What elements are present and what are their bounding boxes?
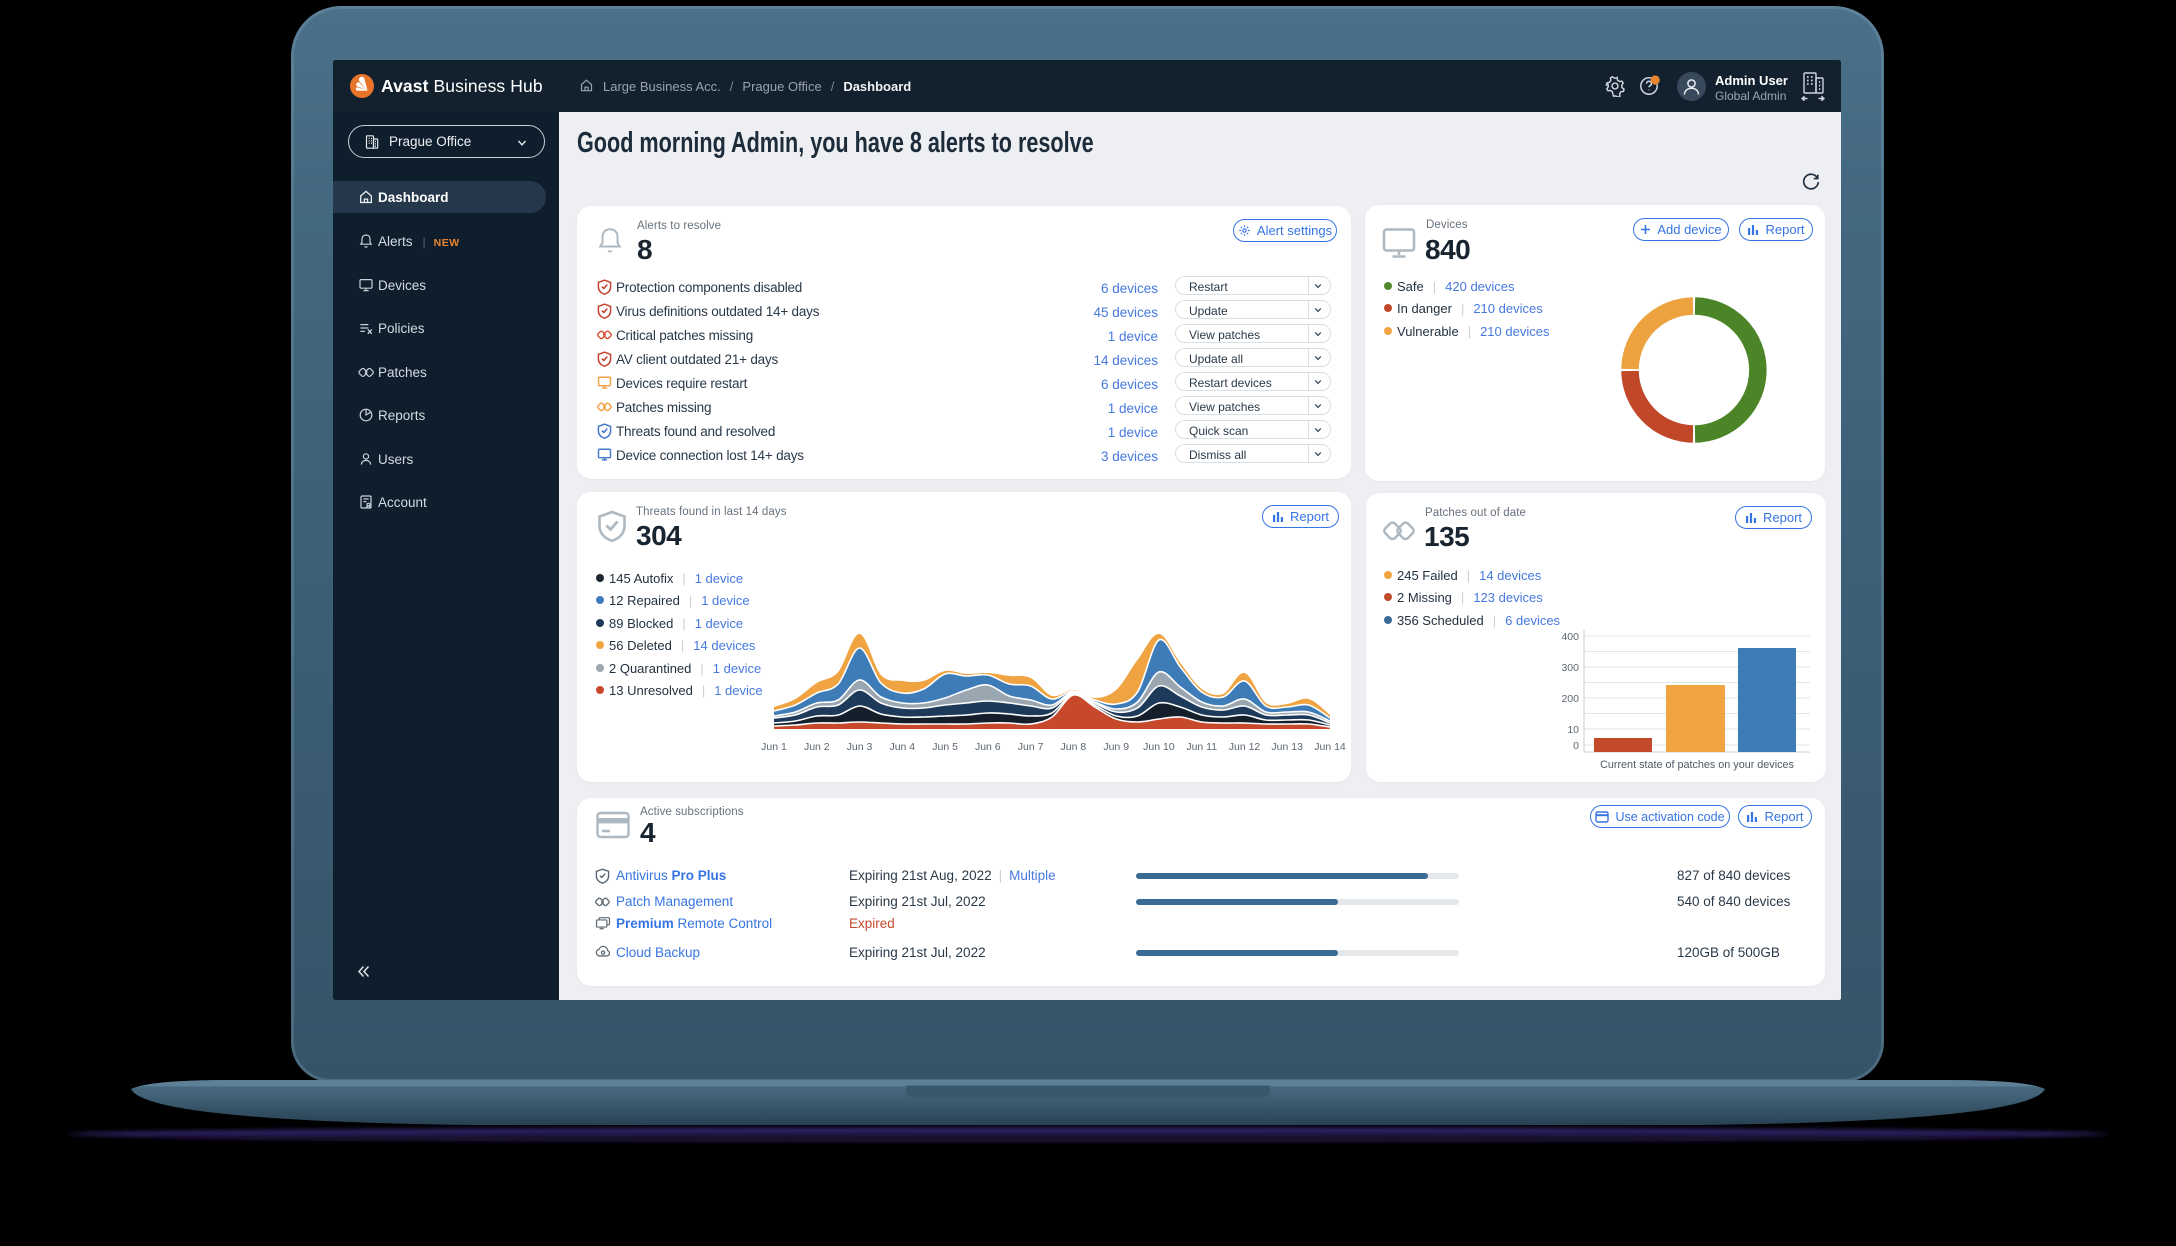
svg-text:300: 300 (1561, 662, 1579, 674)
svg-text:Jun 12: Jun 12 (1229, 741, 1261, 753)
svg-text:Jun 2: Jun 2 (804, 741, 830, 753)
svg-text:200: 200 (1561, 693, 1579, 705)
svg-text:Jun 8: Jun 8 (1061, 741, 1087, 753)
svg-text:Jun 13: Jun 13 (1271, 741, 1303, 753)
svg-text:Jun 9: Jun 9 (1103, 741, 1129, 753)
svg-text:Jun 14: Jun 14 (1314, 741, 1346, 753)
svg-text:Jun 6: Jun 6 (975, 741, 1001, 753)
svg-text:Jun 11: Jun 11 (1186, 741, 1217, 753)
svg-text:Jun 4: Jun 4 (889, 741, 915, 753)
svg-text:10: 10 (1567, 724, 1579, 736)
svg-text:Jun 10: Jun 10 (1143, 741, 1175, 753)
svg-text:Current state of patches on yo: Current state of patches on your devices (1600, 759, 1794, 771)
svg-text:Jun 3: Jun 3 (847, 741, 873, 753)
svg-text:400: 400 (1561, 631, 1579, 643)
svg-text:Jun 1: Jun 1 (761, 741, 787, 753)
svg-text:Jun 5: Jun 5 (932, 741, 958, 753)
svg-text:Jun 7: Jun 7 (1018, 741, 1044, 753)
svg-text:0: 0 (1573, 740, 1579, 752)
